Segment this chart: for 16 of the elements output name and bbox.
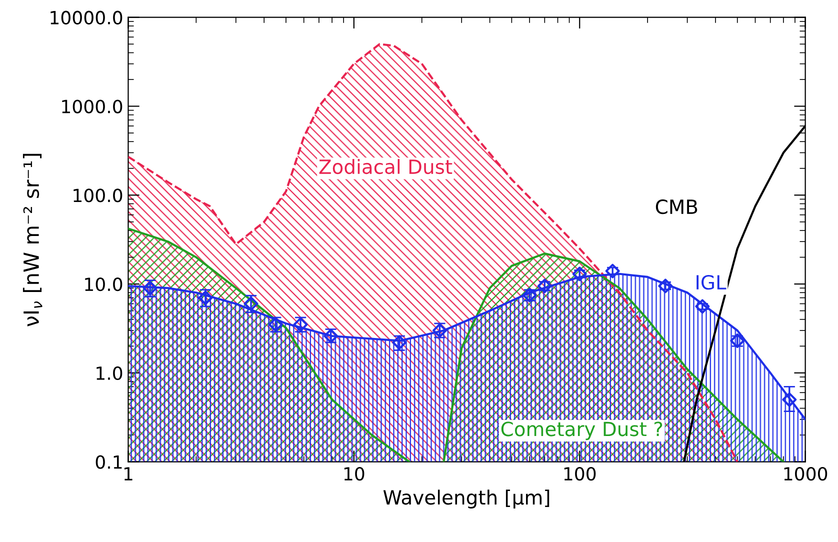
y-tick-label: 1000.0	[62, 100, 122, 114]
x-tick-label: 1000	[784, 466, 828, 481]
y-axis-title: νI$_{ν}$ [nW m⁻² sr⁻¹]	[22, 154, 42, 326]
y-tick-label: 0.1	[96, 455, 122, 469]
y-tick-label: 10.0	[85, 277, 122, 292]
series-label: Zodiacal Dust	[319, 159, 452, 174]
y-tick-label: 1.0	[96, 366, 122, 380]
series-label: IGL	[696, 274, 726, 290]
x-tick-label: 100	[564, 466, 596, 481]
series-label: Cometary Dust ?	[501, 422, 662, 440]
x-tick-label: 1	[124, 467, 132, 480]
y-tick-label: 100.0	[74, 188, 122, 202]
x-tick-label: 10	[344, 466, 364, 481]
text: CMB	[656, 199, 698, 214]
x-axis-title: Wavelength [μm]	[383, 490, 550, 508]
y-tick-label: 10000.0	[50, 10, 122, 24]
